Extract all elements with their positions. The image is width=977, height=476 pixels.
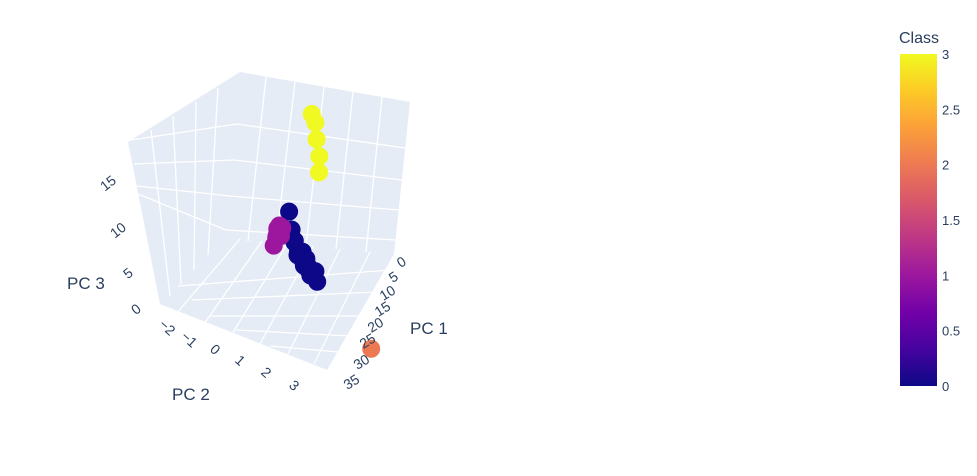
z-tick-label: 5 bbox=[120, 264, 136, 282]
colorbar-tick-label: 1 bbox=[942, 268, 949, 283]
colorbar-gradient bbox=[900, 54, 937, 386]
y-axis-title: PC 2 bbox=[172, 385, 210, 404]
colorbar-tick-label: 2 bbox=[942, 158, 949, 173]
scatter-point bbox=[288, 246, 307, 265]
colorbar-tick-label: 2.5 bbox=[942, 102, 960, 117]
scatter-point bbox=[264, 236, 283, 255]
x-tick-label: 25 bbox=[357, 330, 379, 352]
y-tick-label: 0 bbox=[207, 341, 224, 358]
scatter-point bbox=[280, 202, 299, 221]
y-tick-label: 2 bbox=[258, 364, 275, 381]
x-tick-label: 15 bbox=[372, 298, 394, 320]
x-tick-label: 0 bbox=[394, 253, 409, 271]
z-tick-label: 10 bbox=[107, 219, 129, 241]
y-tick-label: 3 bbox=[286, 377, 303, 394]
y-tick-label: −2 bbox=[156, 316, 179, 339]
scatter-point bbox=[362, 339, 381, 358]
colorbar-tick-label: 0 bbox=[942, 379, 949, 394]
colorbar: Class 0 0.5 1 1.5 2 2.5 3 bbox=[899, 30, 960, 394]
colorbar-tick-label: 1.5 bbox=[942, 213, 960, 228]
scatter-point bbox=[307, 130, 326, 149]
scatter-point bbox=[310, 147, 329, 166]
x-tick-label: 10 bbox=[377, 282, 399, 304]
z-axis-title: PC 3 bbox=[67, 274, 105, 293]
wall-left bbox=[128, 72, 240, 304]
scene-3d[interactable] bbox=[128, 72, 410, 370]
z-tick-label: 0 bbox=[128, 300, 144, 318]
x-tick-label: 20 bbox=[365, 314, 387, 336]
scatter-point bbox=[310, 163, 328, 182]
y-tick-label: −1 bbox=[178, 328, 201, 351]
colorbar-title: Class bbox=[899, 30, 939, 47]
y-tick-label: 1 bbox=[232, 352, 249, 369]
x-tick-label: 35 bbox=[341, 371, 363, 393]
floor bbox=[160, 238, 394, 370]
colorbar-tick-label: 0.5 bbox=[942, 324, 960, 339]
colorbar-tick-label: 3 bbox=[942, 47, 949, 62]
points-layer bbox=[264, 105, 381, 358]
x-axis-title: PC 1 bbox=[410, 319, 448, 338]
z-axis: 0 5 10 15 PC 3 bbox=[67, 172, 144, 318]
x-tick-label: 30 bbox=[351, 351, 373, 373]
z-tick-label: 15 bbox=[97, 172, 119, 194]
scatter-point bbox=[302, 105, 321, 123]
